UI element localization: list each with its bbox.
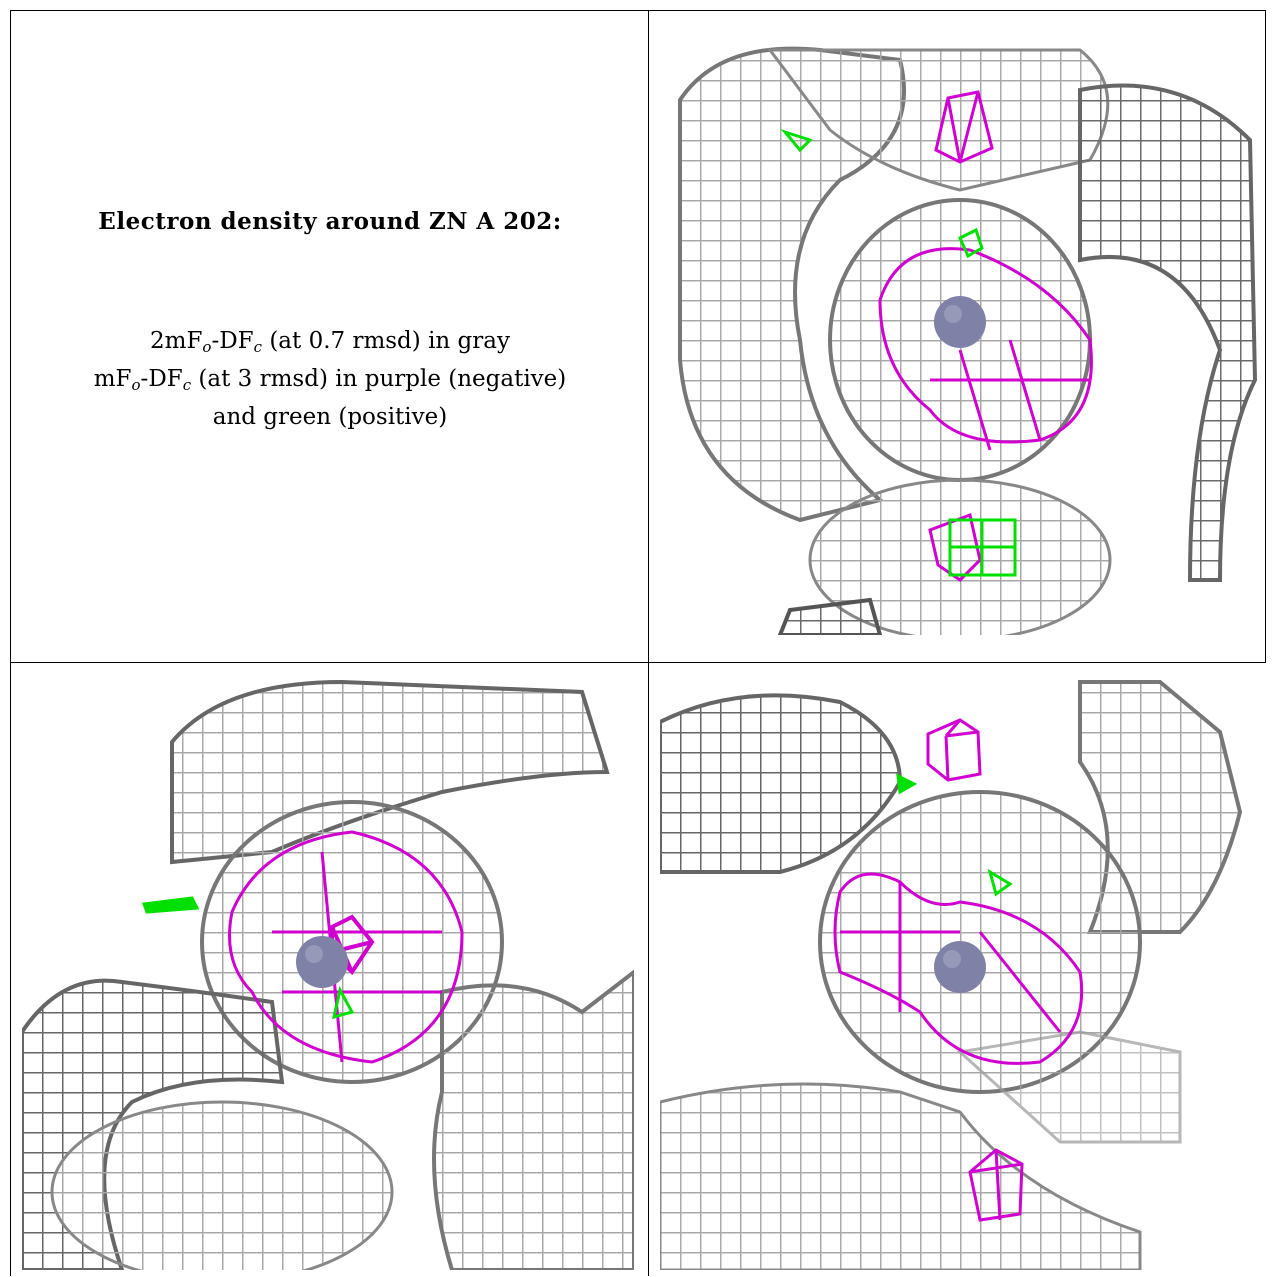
negative-density-center	[228, 830, 464, 1064]
mesh-blob-center	[200, 800, 504, 1084]
legend-line-2fofc: 2mFo-DFc (at 0.7 rmsd) in gray	[150, 328, 510, 356]
negative-density-center	[833, 872, 1084, 1065]
positive-density-left	[141, 896, 200, 914]
view-top-right	[660, 20, 1260, 635]
mesh-blob-bottom	[660, 1082, 1142, 1270]
legend-line-colors: and green (positive)	[212, 404, 448, 430]
mesh-blob-top	[767, 48, 1110, 192]
density-mesh-bottom-right	[660, 680, 1243, 1270]
positive-density-lower	[948, 518, 1017, 577]
grid-border-left	[10, 10, 11, 1276]
positive-density-center	[987, 868, 1013, 897]
mesh-blob-bottom	[50, 1100, 394, 1270]
zinc-atom	[934, 941, 986, 993]
mesh-blob-lower-right	[956, 1030, 1182, 1144]
negative-density-top	[926, 718, 982, 782]
grid-divider-horizontal	[10, 662, 1266, 663]
negative-density-lower	[928, 512, 982, 582]
legend-line-fofc: mFo-DFc (at 3 rmsd) in purple (negative)	[93, 366, 567, 394]
zinc-atom	[934, 296, 986, 348]
negative-density-center	[878, 247, 1093, 451]
density-mesh-top-right	[678, 46, 1258, 635]
mesh-blob-lower	[808, 478, 1112, 635]
positive-density-center	[331, 985, 355, 1020]
grid-border-top	[10, 10, 1266, 11]
density-mesh-bottom-left	[22, 679, 634, 1270]
mesh-blob-center	[818, 790, 1142, 1094]
positive-density-left	[780, 129, 813, 153]
view-bottom-left	[22, 672, 634, 1270]
mesh-blob-right	[432, 969, 634, 1270]
mesh-blob-top-left	[660, 693, 903, 874]
grid-border-right	[1265, 10, 1266, 662]
caption-cell: Electron density around ZN A 202: 2mFo-D…	[12, 12, 648, 662]
positive-density-top	[896, 773, 918, 795]
negative-density-top	[934, 90, 994, 164]
negative-density-bottom	[968, 1148, 1024, 1222]
caption-title: Electron density around ZN A 202:	[98, 208, 562, 235]
caption-legend: 2mFo-DFc (at 0.7 rmsd) in gray mFo-DFc (…	[12, 322, 648, 436]
grid-divider-vertical	[648, 10, 649, 1276]
positive-density-upper	[958, 227, 984, 259]
mesh-blob-bottom-left	[777, 597, 883, 635]
zinc-atom	[296, 936, 348, 988]
view-bottom-right	[660, 672, 1260, 1270]
mesh-blob-right	[1078, 83, 1258, 582]
